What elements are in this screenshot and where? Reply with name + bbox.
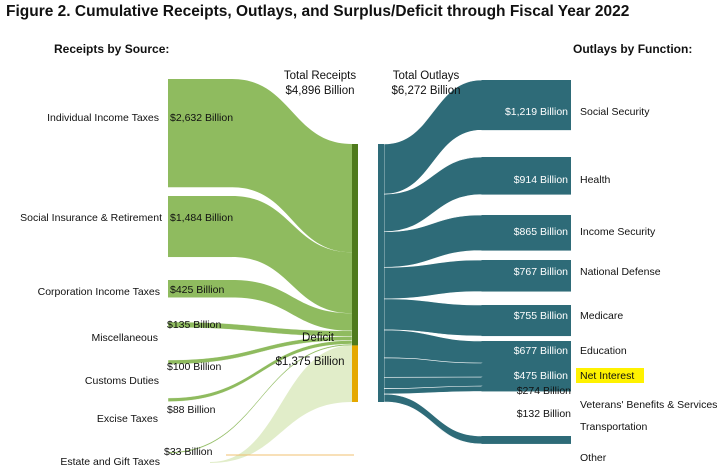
outlay-value-label: $914 Billion	[514, 174, 568, 186]
outlay-value-label: $1,219 Billion	[505, 106, 568, 118]
receipt-value-label: $100 Billion	[167, 361, 221, 373]
outlay-value-label: $865 Billion	[514, 226, 568, 238]
figure-title: Figure 2. Cumulative Receipts, Outlays, …	[6, 3, 630, 20]
receipt-name: Corporation Income Taxes	[38, 286, 160, 298]
receipt-name: Miscellaneous	[91, 332, 158, 344]
receipt-name: Excise Taxes	[97, 413, 158, 425]
outlay-flows	[383, 79, 571, 445]
total-outlays-label: Total Outlays	[393, 70, 460, 82]
total-receipts-label: Total Receipts	[284, 70, 356, 82]
deficit-flow	[210, 345, 352, 463]
receipt-value-label: $88 Billion	[167, 404, 216, 416]
outlay-name: Education	[580, 345, 627, 357]
outlay-node	[481, 377, 571, 389]
receipt-flow	[232, 280, 352, 331]
receipt-flow	[232, 79, 352, 253]
outlay-name: Transportation	[580, 421, 647, 433]
outlay-value-label: $677 Billion	[514, 345, 568, 357]
receipt-name: Estate and Gift Taxes	[60, 456, 160, 468]
total-receipts-bar	[352, 144, 358, 346]
total-outlays-bar	[378, 144, 384, 402]
deficit-flows	[210, 345, 354, 463]
outlay-value-label: $755 Billion	[514, 310, 568, 322]
outlay-name: Veterans' Benefits & Services	[580, 399, 717, 411]
outlay-node	[481, 386, 571, 392]
total-outlays-value: $6,272 Billion	[391, 85, 460, 97]
outlay-flow	[383, 79, 483, 195]
outlay-value-label: $767 Billion	[514, 266, 568, 278]
receipt-value-label: $135 Billion	[167, 319, 221, 331]
outlay-node	[481, 80, 571, 131]
receipt-flow	[232, 196, 352, 314]
outlay-value-label: $132 Billion	[517, 408, 571, 420]
receipt-name: Individual Income Taxes	[47, 112, 159, 124]
outlay-value-label: $475 Billion	[514, 370, 568, 382]
outlay-value-label: $274 Billion	[517, 385, 571, 397]
receipts-heading: Receipts by Source:	[54, 42, 169, 56]
outlay-name: Net Interest	[580, 370, 634, 382]
total-bars	[352, 144, 384, 402]
outlays-heading: Outlays by Function:	[573, 42, 692, 56]
outlay-flow	[383, 156, 483, 233]
deficit-bar	[352, 345, 358, 402]
deficit-value: $1,375 Billion	[275, 356, 344, 368]
receipt-node	[168, 79, 232, 188]
deficit-label: Deficit	[302, 332, 335, 344]
receipt-node	[168, 280, 232, 298]
outlay-flow	[383, 214, 483, 268]
receipt-value-label: $33 Billion	[164, 446, 213, 458]
outlay-node	[481, 215, 571, 251]
receipt-name: Customs Duties	[85, 375, 159, 387]
outlay-name: Health	[580, 174, 611, 186]
outlay-name: Other	[580, 452, 607, 464]
outlay-flow	[383, 393, 483, 445]
outlay-flow	[383, 259, 483, 300]
outlay-node	[481, 157, 571, 195]
outlay-value-label: $193 Billion	[514, 451, 568, 463]
receipt-value-label: $425 Billion	[170, 284, 224, 296]
receipt-flows	[167, 79, 353, 454]
outlay-node	[481, 305, 571, 337]
outlay-flow	[383, 385, 483, 395]
outlay-node	[481, 260, 571, 292]
outlay-name: National Defense	[580, 266, 661, 278]
receipt-node	[168, 196, 232, 258]
outlay-name: Social Security	[580, 106, 650, 118]
outlay-name: Medicare	[580, 310, 623, 322]
receipt-value-label: $2,632 Billion	[170, 112, 233, 124]
receipt-name: Social Insurance & Retirement	[20, 212, 162, 224]
receipt-value-label: $1,484 Billion	[170, 212, 233, 224]
outlay-name: Income Security	[580, 226, 656, 238]
total-receipts-value: $4,896 Billion	[285, 85, 354, 97]
outlay-node	[481, 436, 571, 444]
chart-labels: Receipts by Source: Outlays by Function: T…	[20, 42, 717, 468]
highlight-box	[576, 368, 644, 383]
